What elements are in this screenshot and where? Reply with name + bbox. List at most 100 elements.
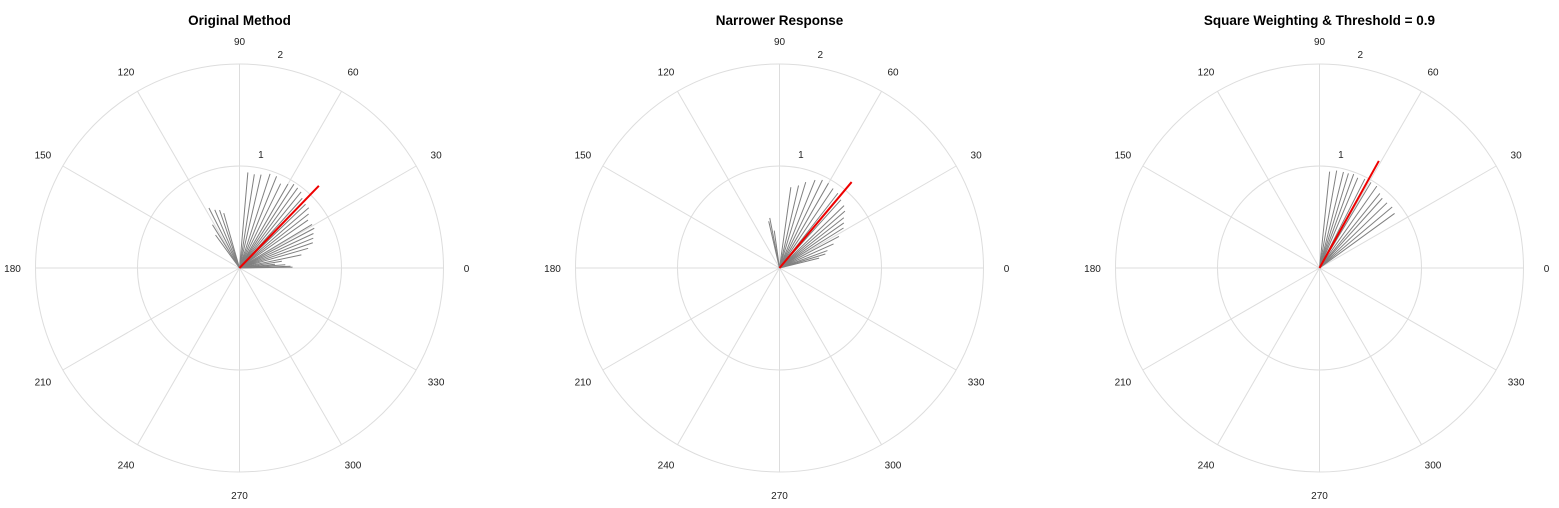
response-spoke	[779, 182, 807, 269]
response-spoke	[1319, 173, 1355, 269]
angular-grid-line	[239, 267, 417, 371]
theta-tick-label: 90	[774, 37, 786, 48]
mean-vector-line	[1318, 160, 1380, 269]
response-spoke	[239, 207, 310, 269]
panel-title: Narrower Response	[716, 13, 844, 28]
theta-tick-label: 240	[118, 461, 135, 472]
response-spoke	[239, 183, 289, 269]
response-spoke	[1319, 197, 1383, 269]
response-spoke	[779, 179, 823, 269]
r-tick-label: 2	[818, 50, 824, 61]
theta-tick-label: 270	[1311, 491, 1328, 502]
response-spoke	[779, 235, 840, 269]
theta-tick-label: 270	[771, 491, 788, 502]
angular-grid-line	[137, 267, 240, 445]
theta-tick-label: 60	[1427, 67, 1439, 78]
response-spoke	[1319, 202, 1388, 269]
response-spoke	[779, 179, 816, 269]
theta-tick-label: 300	[885, 461, 902, 472]
response-spoke	[1319, 193, 1381, 269]
response-spoke	[779, 227, 844, 269]
polar-panel-1: Original Method 0 30 60 90 120 150 180 210 240 270…	[4, 13, 470, 502]
response-spoke	[1319, 170, 1338, 269]
theta-tick-label: 210	[1115, 378, 1132, 389]
response-spoke	[239, 233, 314, 269]
theta-tick-label: 300	[345, 461, 362, 472]
response-spoke	[239, 237, 314, 269]
response-spoke	[1319, 185, 1378, 269]
response-spoke	[1319, 177, 1359, 269]
theta-tick-label: 30	[971, 151, 983, 162]
response-spoke	[1319, 213, 1395, 269]
response-spoke	[214, 209, 240, 269]
theta-tick-label: 330	[1508, 378, 1525, 389]
angular-grid-line	[1217, 267, 1320, 445]
theta-tick-label: 120	[118, 67, 135, 78]
angular-grid-line	[602, 165, 780, 269]
theta-tick-label: 30	[431, 151, 443, 162]
response-spoke	[239, 174, 255, 269]
angular-grid-line	[137, 91, 240, 269]
angular-grid-line	[1319, 267, 1422, 445]
panel-title: Original Method	[188, 13, 291, 28]
polar-panel-3: Square Weighting & Threshold = 0.9 0 30 60 9…	[1084, 13, 1550, 502]
response-spoke	[779, 187, 792, 269]
response-spoke	[779, 210, 846, 269]
polar-panel-2: Narrower Response 0 30 60 90 120 150 180 210 240 2…	[544, 13, 1010, 502]
angular-grid-line	[1142, 165, 1320, 269]
angular-grid-line	[1142, 267, 1320, 371]
angular-grid-line	[1319, 165, 1497, 269]
response-spoke	[779, 222, 845, 269]
theta-tick-label: 330	[428, 378, 445, 389]
theta-tick-label: 150	[575, 151, 592, 162]
mean-vector-line	[238, 185, 320, 269]
response-spoke	[779, 243, 834, 269]
angular-grid-line	[779, 165, 957, 269]
response-spoke	[239, 219, 309, 269]
angular-grid-line	[239, 165, 417, 269]
angular-grid-line	[779, 267, 957, 371]
response-spoke	[239, 247, 309, 269]
response-spoke	[239, 183, 295, 269]
theta-tick-label: 0	[464, 264, 470, 275]
theta-tick-label: 150	[35, 151, 52, 162]
response-spoke	[239, 187, 299, 269]
theta-tick-label: 240	[1198, 461, 1215, 472]
angular-grid-line	[602, 267, 780, 371]
response-spoke	[768, 221, 780, 269]
response-spoke	[1319, 171, 1344, 269]
response-spoke	[779, 185, 800, 269]
theta-tick-label: 180	[544, 264, 561, 275]
theta-tick-label: 240	[658, 461, 675, 472]
response-spoke	[239, 242, 313, 269]
response-spoke	[779, 205, 845, 269]
angular-grid-line	[62, 165, 240, 269]
theta-tick-label: 90	[1314, 37, 1326, 48]
response-spoke	[779, 250, 828, 269]
response-spoke	[239, 254, 302, 269]
theta-tick-label: 120	[658, 67, 675, 78]
response-spoke	[239, 173, 271, 269]
angular-grid-line	[239, 267, 342, 445]
response-spoke	[219, 209, 240, 269]
response-spoke	[239, 174, 262, 269]
r-tick-label: 2	[1358, 50, 1364, 61]
theta-tick-label: 270	[231, 491, 248, 502]
r-tick-label: 1	[1338, 150, 1344, 161]
angular-grid-line	[1319, 267, 1497, 371]
theta-tick-label: 60	[887, 67, 899, 78]
theta-tick-label: 210	[575, 378, 592, 389]
theta-tick-label: 180	[4, 264, 21, 275]
response-spoke	[239, 172, 249, 269]
r-tick-label: 1	[258, 150, 264, 161]
angular-grid-line	[677, 267, 780, 445]
response-spoke	[239, 223, 313, 269]
response-spoke	[779, 217, 845, 269]
response-spoke	[239, 183, 282, 269]
theta-tick-label: 180	[1084, 264, 1101, 275]
response-spoke	[1319, 173, 1349, 269]
theta-tick-label: 330	[968, 378, 985, 389]
panel-title: Square Weighting & Threshold = 0.9	[1204, 13, 1435, 28]
theta-tick-label: 60	[347, 67, 359, 78]
